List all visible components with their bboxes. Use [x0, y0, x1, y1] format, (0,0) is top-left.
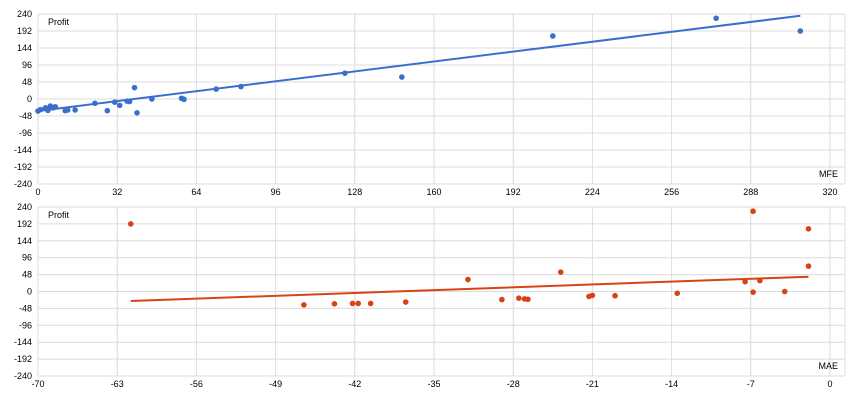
y-tick-label: 192 [17, 219, 32, 229]
y-tick-label: -48 [19, 303, 32, 313]
y-tick-label: 48 [22, 77, 32, 87]
x-tick-label: -63 [111, 379, 124, 389]
y-tick-label: -96 [19, 320, 32, 330]
y-tick-label: 96 [22, 253, 32, 263]
data-point [742, 278, 748, 285]
y-tick-label: 0 [27, 287, 32, 297]
x-tick-label: -42 [348, 379, 361, 389]
data-point [238, 83, 244, 90]
data-point [499, 296, 505, 303]
data-point [104, 107, 111, 114]
data-point [757, 277, 763, 284]
y-tick-label: -240 [14, 179, 32, 189]
x-tick-label: 320 [822, 187, 837, 197]
x-tick-label: 128 [347, 187, 362, 197]
data-point [92, 100, 98, 107]
y-tick-label: -192 [14, 354, 32, 364]
data-point [797, 28, 804, 34]
trend-line [130, 275, 809, 303]
data-point [367, 300, 374, 307]
y-tick-label: -240 [14, 371, 32, 381]
x-tick-label: -56 [190, 379, 203, 389]
x-tick-label: 256 [664, 187, 679, 197]
y-tick-label: -192 [14, 162, 32, 172]
data-point [342, 70, 348, 76]
x-tick-label: 224 [585, 187, 600, 197]
data-point [181, 96, 187, 103]
y-tick-label: 240 [17, 9, 32, 19]
data-point [550, 33, 556, 39]
data-point [116, 102, 123, 109]
x-tick-label: 288 [743, 187, 758, 197]
y-tick-label: 144 [17, 43, 32, 53]
trend-line [37, 14, 801, 113]
data-point [750, 289, 756, 296]
y-tick-label: 96 [22, 60, 32, 70]
data-point [111, 99, 118, 105]
y-tick-label: 192 [17, 26, 32, 36]
x-tick-label: 0 [35, 187, 40, 197]
data-point [557, 269, 564, 275]
data-point [131, 84, 138, 91]
data-point [805, 226, 812, 232]
data-point [213, 86, 219, 92]
x-tick-label: -35 [427, 379, 440, 389]
x-tick-label: 160 [426, 187, 441, 197]
x-tick-label: 96 [271, 187, 281, 197]
data-point [349, 300, 356, 307]
y-tick-label: 48 [22, 270, 32, 280]
data-point [399, 74, 405, 80]
data-point [331, 301, 338, 307]
data-point [525, 296, 531, 303]
data-point [52, 103, 59, 110]
data-point [37, 106, 44, 113]
y-tick-label: 240 [17, 202, 32, 212]
data-point [465, 276, 471, 283]
data-point [149, 96, 155, 102]
x-tick-label: 64 [191, 187, 201, 197]
x-tick-label: 192 [506, 187, 521, 197]
y-tick-label: 0 [27, 94, 32, 104]
data-point [355, 300, 361, 307]
data-point [126, 98, 133, 105]
x-tick-label: -28 [507, 379, 520, 389]
x-tick-label: 0 [827, 379, 832, 389]
y-axis-label: Profit [48, 210, 70, 220]
data-point [402, 299, 409, 305]
x-axis-label: MAE [818, 361, 838, 371]
data-point [516, 295, 522, 301]
y-tick-label: -48 [19, 111, 32, 121]
y-tick-label: 144 [17, 236, 32, 246]
data-point [750, 208, 756, 215]
x-tick-label: 32 [112, 187, 122, 197]
y-tick-label: -144 [14, 145, 32, 155]
y-tick-label: -96 [19, 128, 32, 138]
data-point [301, 302, 307, 308]
data-point [45, 107, 51, 114]
data-point [64, 107, 71, 113]
x-tick-label: -7 [747, 379, 755, 389]
x-tick-label: -21 [586, 379, 599, 389]
x-tick-label: -14 [665, 379, 678, 389]
data-point [713, 15, 719, 22]
y-tick-label: -144 [14, 337, 32, 347]
x-tick-label: -70 [31, 379, 44, 389]
data-point [781, 288, 788, 295]
data-point [674, 290, 681, 297]
data-point [589, 292, 596, 299]
y-axis-label: Profit [48, 17, 70, 27]
x-tick-label: -49 [269, 379, 282, 389]
data-point [612, 292, 618, 299]
x-axis-label: MFE [819, 169, 838, 179]
data-point [127, 221, 134, 227]
data-point [805, 263, 812, 269]
data-point [72, 107, 78, 113]
data-point [134, 110, 140, 116]
